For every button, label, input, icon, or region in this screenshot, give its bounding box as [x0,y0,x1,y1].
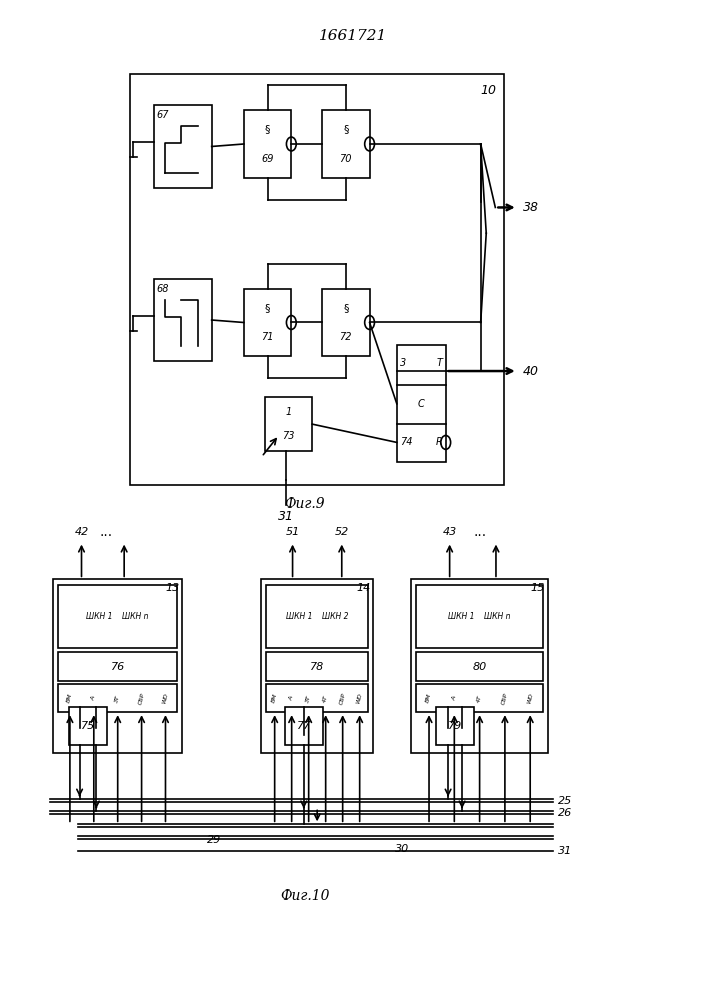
Text: ВМ: ВМ [66,693,74,704]
Text: §: § [265,124,270,134]
Text: ШКН 1    ШКН n: ШКН 1 ШКН n [86,612,149,621]
Text: 80: 80 [472,662,486,672]
Text: 70: 70 [339,154,352,164]
FancyBboxPatch shape [266,585,368,648]
Text: 1661721: 1661721 [320,29,387,43]
Text: §: § [343,124,349,134]
Text: T: T [436,358,443,368]
Text: 74: 74 [400,437,413,447]
Text: 31: 31 [559,846,573,856]
Text: 76: 76 [110,662,125,672]
FancyBboxPatch shape [130,74,503,485]
Text: 15: 15 [531,583,545,593]
FancyBboxPatch shape [416,684,543,712]
Text: СБР: СБР [339,692,346,705]
FancyBboxPatch shape [322,110,370,178]
Text: 78: 78 [310,662,325,672]
Text: СБР: СБР [138,692,146,705]
FancyBboxPatch shape [284,707,323,745]
FancyBboxPatch shape [264,397,312,451]
Text: 26: 26 [559,808,573,818]
Text: Фиг.9: Фиг.9 [284,497,325,511]
FancyBboxPatch shape [154,105,211,188]
Text: 38: 38 [522,201,539,214]
Text: 75: 75 [81,721,95,731]
Text: 4Т: 4Т [322,694,329,703]
Text: А: А [288,696,295,701]
FancyBboxPatch shape [154,279,211,361]
Text: 51: 51 [286,527,300,537]
Text: 43: 43 [443,527,457,537]
Text: §: § [265,303,270,313]
Text: C: C [418,399,425,409]
Text: ЗТ: ЗТ [305,694,312,703]
FancyBboxPatch shape [411,579,548,753]
Text: 10: 10 [481,84,497,97]
FancyBboxPatch shape [416,652,543,681]
Text: 29: 29 [206,835,221,845]
Text: 4Т: 4Т [477,694,483,703]
Text: ЗТ: ЗТ [115,694,121,703]
FancyBboxPatch shape [244,289,291,356]
Text: WD: WD [162,692,170,704]
FancyBboxPatch shape [244,110,291,178]
FancyBboxPatch shape [266,684,368,712]
FancyBboxPatch shape [58,684,177,712]
Text: 30: 30 [395,844,409,854]
Text: СБР: СБР [501,692,509,705]
Text: WD: WD [526,692,534,704]
FancyBboxPatch shape [262,579,373,753]
Text: ШКН 1    ШКН 2: ШКН 1 ШКН 2 [286,612,349,621]
Text: ...: ... [473,525,486,539]
Text: §: § [343,303,349,313]
Text: 68: 68 [156,284,169,294]
Text: ВМ: ВМ [426,693,433,704]
Text: ВМ: ВМ [271,693,279,704]
Text: 13: 13 [165,583,180,593]
Text: 14: 14 [356,583,370,593]
FancyBboxPatch shape [58,585,177,648]
Text: Фиг.10: Фиг.10 [280,889,329,903]
Text: 42: 42 [74,527,88,537]
Text: R: R [436,437,443,447]
Text: WD: WD [356,692,363,704]
FancyBboxPatch shape [58,652,177,681]
Text: 1: 1 [286,407,292,417]
Text: 3: 3 [400,358,407,368]
Text: 52: 52 [334,527,349,537]
Text: 31: 31 [278,510,294,523]
Text: 40: 40 [522,365,539,378]
FancyBboxPatch shape [266,652,368,681]
Text: 25: 25 [559,796,573,806]
FancyBboxPatch shape [416,585,543,648]
FancyBboxPatch shape [322,289,370,356]
Text: 79: 79 [448,721,462,731]
Text: 72: 72 [339,332,352,342]
FancyBboxPatch shape [69,707,107,745]
FancyBboxPatch shape [436,707,474,745]
Text: А: А [451,696,457,701]
Text: 71: 71 [262,332,274,342]
Text: 69: 69 [262,154,274,164]
Text: ШКН 1    ШКН n: ШКН 1 ШКН n [448,612,511,621]
FancyBboxPatch shape [53,579,182,753]
Text: А: А [90,696,97,701]
Text: 73: 73 [282,431,295,441]
Text: 77: 77 [297,721,311,731]
Text: 67: 67 [156,110,169,120]
Text: ...: ... [100,525,113,539]
FancyBboxPatch shape [397,345,445,462]
